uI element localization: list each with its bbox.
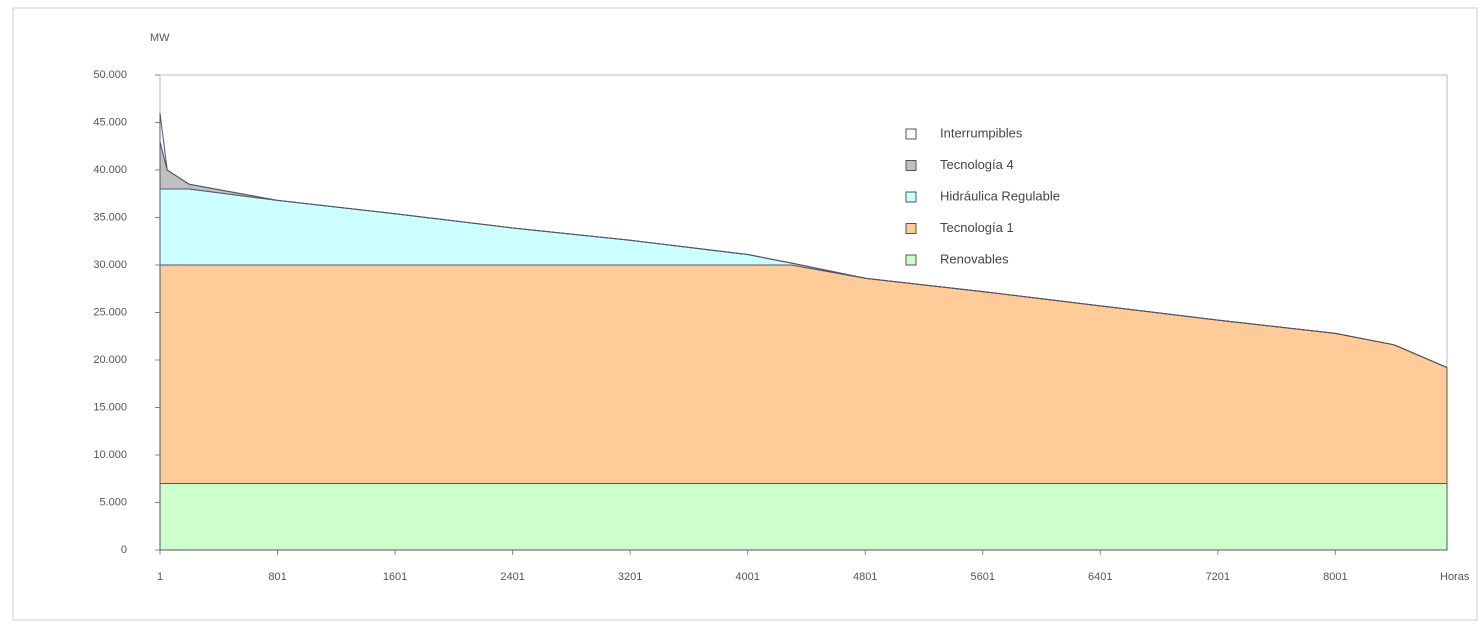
x-tick-label: 6401 [1088,571,1112,583]
legend-label: Interrumpibles [940,125,1023,140]
x-tick-label: 2401 [500,571,524,583]
legend-label: Tecnología 4 [940,157,1014,172]
x-tick-label: 3201 [618,571,642,583]
y-tick-label: 15.000 [93,401,127,413]
y-tick-label: 0 [121,544,127,556]
y-tick-label: 35.000 [93,211,127,223]
x-axis-label: Horas [1440,571,1470,583]
legend-swatch [905,191,917,203]
y-tick-label: 20.000 [93,354,127,366]
y-tick-label: 45.000 [93,116,127,128]
x-tick-label: 7201 [1206,571,1230,583]
x-tick-label: 4801 [853,571,877,583]
legend-label: Hidráulica Regulable [940,188,1060,203]
legend-label: Tecnología 1 [940,220,1014,235]
x-tick-label: 801 [268,571,286,583]
y-axis-label: MW [150,32,170,44]
area [159,483,1448,551]
x-tick-label: 1601 [383,571,407,583]
legend-swatch [905,254,917,266]
area [159,112,1448,369]
legend-swatch [905,160,917,171]
legend-label: Renovables [940,251,1009,266]
y-tick-label: 10.000 [93,449,127,461]
legend-swatch [905,223,917,234]
x-tick-label: 8001 [1323,571,1347,583]
legend-swatch [905,128,917,140]
y-tick-label: 30.000 [93,259,127,271]
y-tick-label: 5.000 [99,496,127,508]
x-tick-label: 1 [157,571,163,583]
y-tick-label: 50.000 [93,69,127,81]
y-tick-label: 25.000 [93,306,127,318]
x-tick-label: 4001 [735,571,759,583]
x-tick-label: 5601 [970,571,994,583]
y-tick-label: 40.000 [93,164,127,176]
